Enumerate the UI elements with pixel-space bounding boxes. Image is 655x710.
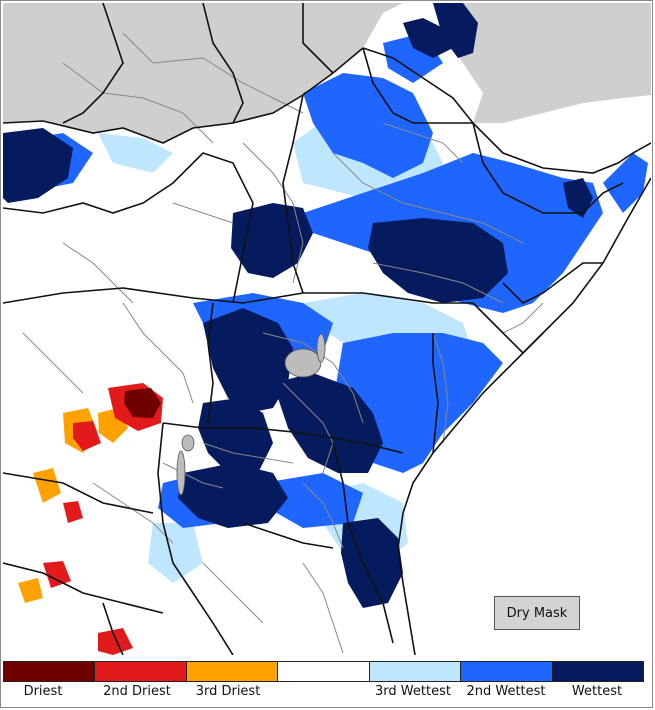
lakes [176, 333, 326, 496]
wettest-areas [3, 3, 593, 608]
legend-swatch-2nd-wettest [461, 662, 553, 681]
indian-ocean [398, 178, 651, 655]
legend-label-3rd-driest: 3rd Driest [195, 684, 261, 699]
lake-victoria [284, 348, 322, 378]
legend-label-2nd-wettest: 2nd Wettest [466, 684, 546, 699]
lake-kivu [181, 434, 195, 452]
rainfall-rank-map [3, 3, 651, 655]
legend-swatch-normal [278, 662, 370, 681]
legend-swatch-wettest [552, 662, 643, 681]
legend-swatch-driest [4, 662, 96, 681]
lake-tanganyika [176, 450, 186, 496]
legend-label-2nd-driest: 2nd Driest [103, 684, 171, 699]
legend-color-bar [3, 661, 644, 682]
lake-turkana [316, 333, 326, 363]
dry-mask-button[interactable]: Dry Mask [494, 596, 580, 630]
third-driest-areas [18, 408, 128, 603]
legend-labels: Driest 2nd Driest 3rd Driest 3rd Wettest… [3, 684, 644, 704]
country-borders [3, 3, 651, 655]
legend-label-wettest: Wettest [571, 684, 623, 699]
legend-label-driest: Driest [23, 684, 63, 699]
legend-swatch-3rd-wettest [369, 662, 462, 681]
admin-boundaries [22, 32, 544, 654]
gulf-of-aden [473, 95, 651, 173]
legend-swatch-2nd-driest [95, 662, 187, 681]
driest-areas [124, 388, 161, 418]
legend-swatch-3rd-driest [186, 662, 279, 681]
legend-label-3rd-wettest: 3rd Wettest [375, 684, 451, 699]
